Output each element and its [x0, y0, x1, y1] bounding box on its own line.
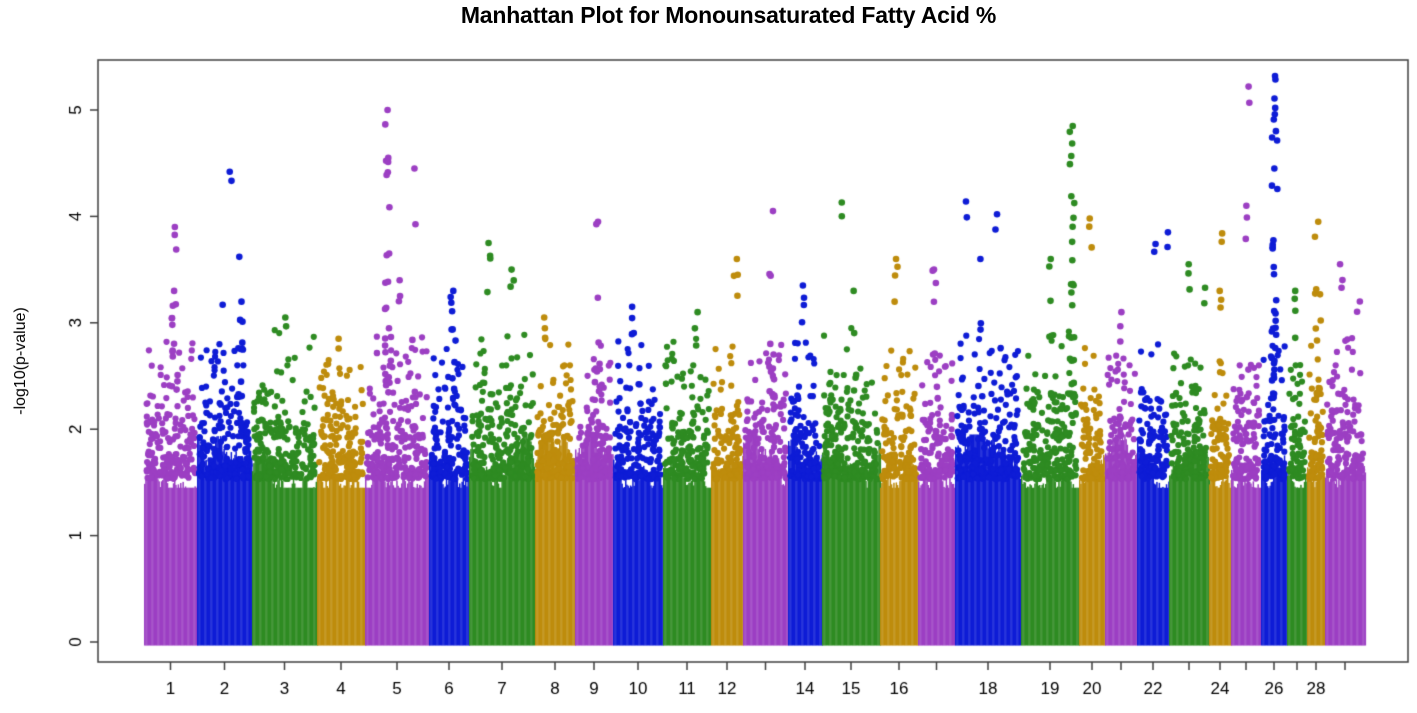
y-axis-label: -log10(p-value) [12, 307, 29, 415]
chart-title: Manhattan Plot for Monounsaturated Fatty… [460, 2, 997, 28]
